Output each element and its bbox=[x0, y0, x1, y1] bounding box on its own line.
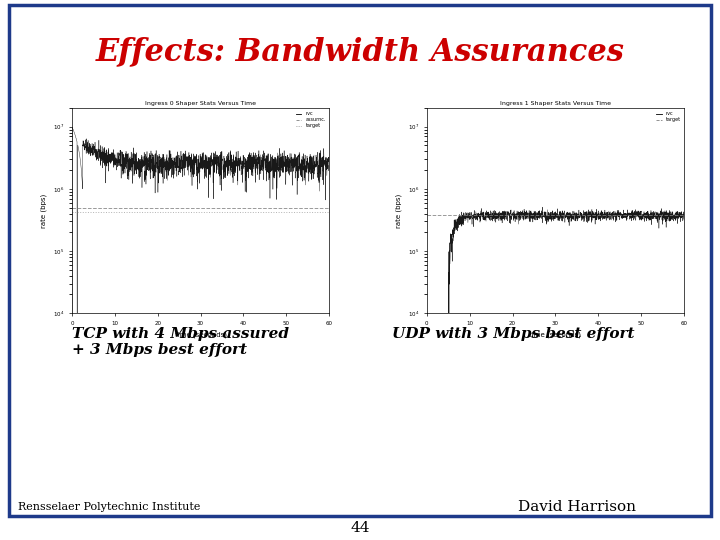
Text: Effects: Bandwidth Assurances: Effects: Bandwidth Assurances bbox=[96, 36, 624, 67]
X-axis label: time (seconds): time (seconds) bbox=[529, 332, 582, 338]
Text: 44: 44 bbox=[350, 521, 370, 535]
Title: Ingress 0 Shaper Stats Versus Time: Ingress 0 Shaper Stats Versus Time bbox=[145, 101, 256, 106]
Legend: rvc, target: rvc, target bbox=[654, 111, 682, 123]
Text: TCP with 4 Mbps assured
+ 3 Mbps best effort: TCP with 4 Mbps assured + 3 Mbps best ef… bbox=[72, 327, 289, 357]
Title: Ingress 1 Shaper Stats Versus Time: Ingress 1 Shaper Stats Versus Time bbox=[500, 101, 611, 106]
Legend: rvc, assurnc., target: rvc, assurnc., target bbox=[294, 111, 327, 129]
Y-axis label: rate (bps): rate (bps) bbox=[396, 193, 402, 228]
Text: UDP with 3 Mbps best effort: UDP with 3 Mbps best effort bbox=[392, 327, 635, 341]
X-axis label: time (seconds): time (seconds) bbox=[174, 332, 227, 338]
Text: David Harrison: David Harrison bbox=[518, 500, 636, 514]
Text: Rensselaer Polytechnic Institute: Rensselaer Polytechnic Institute bbox=[18, 502, 200, 511]
Y-axis label: rate (bps): rate (bps) bbox=[41, 193, 48, 228]
